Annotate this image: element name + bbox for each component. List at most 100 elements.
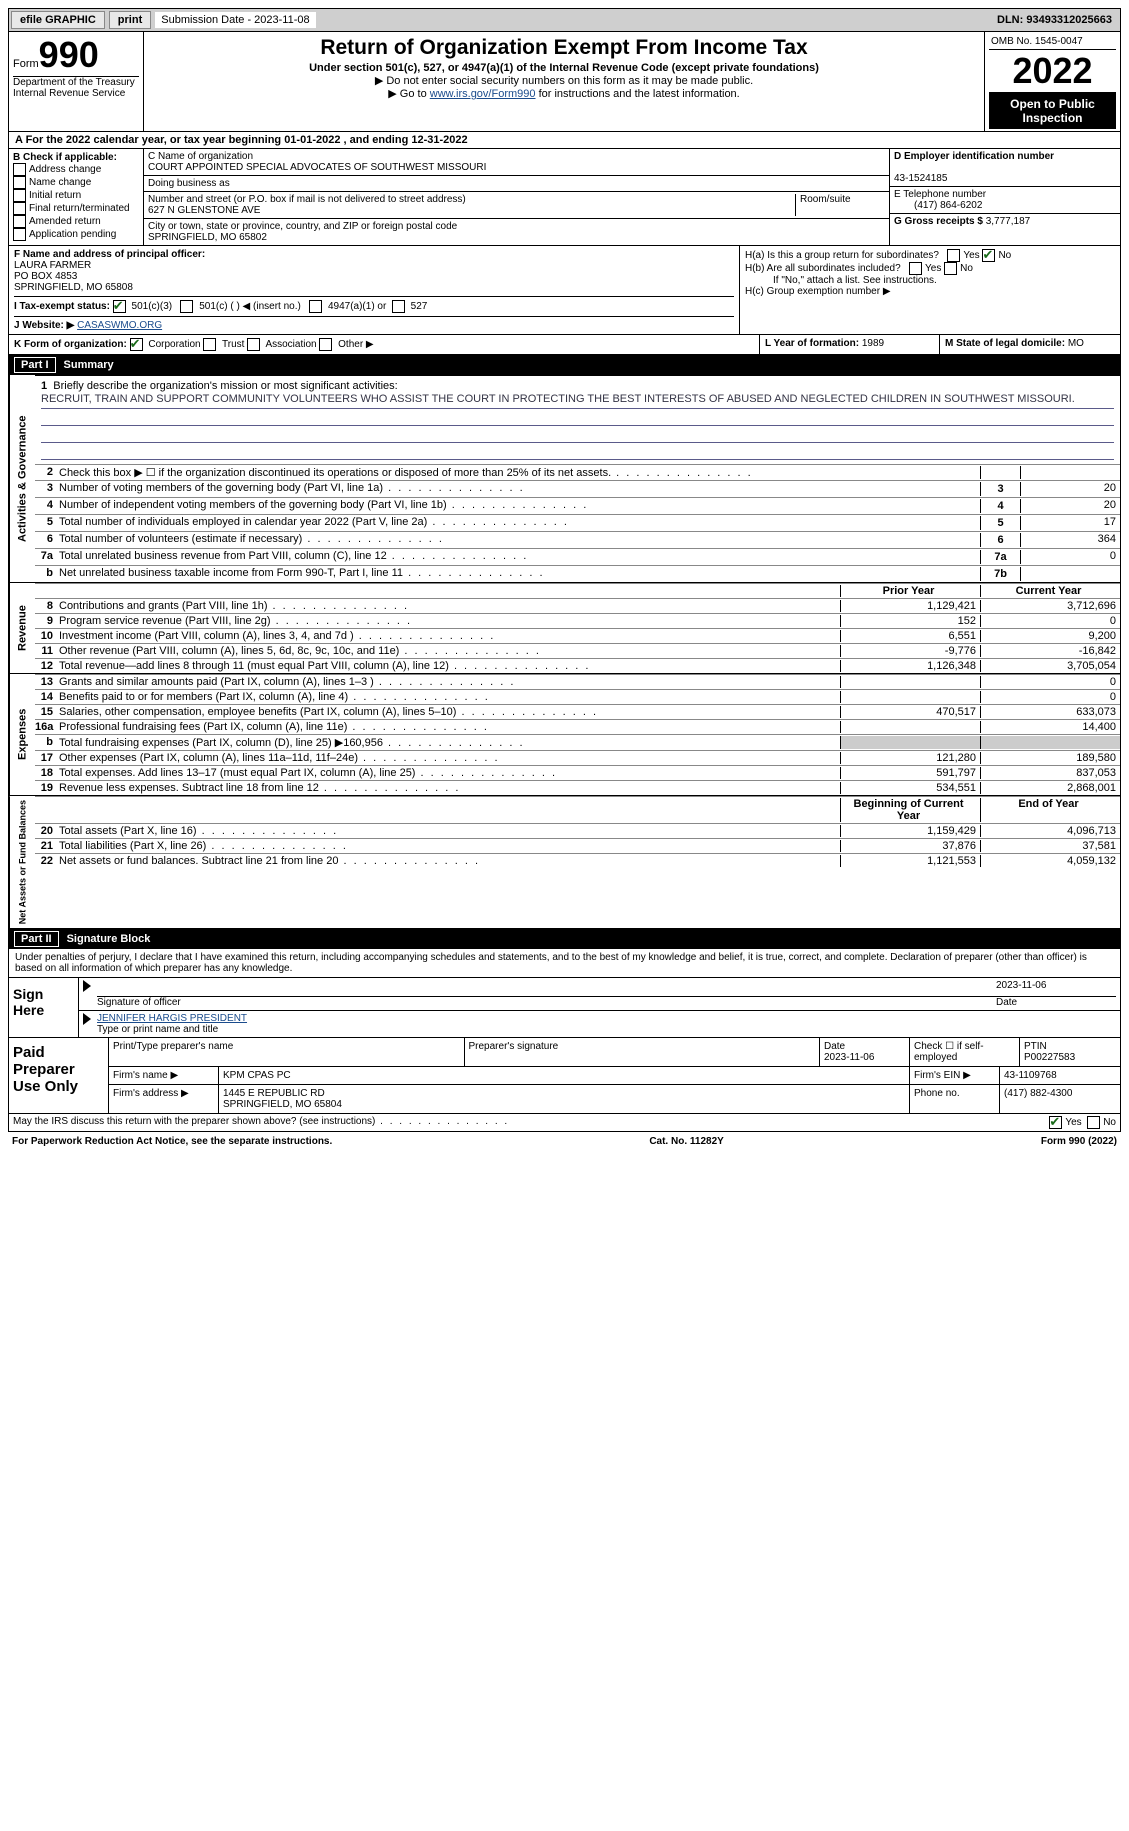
checkbox-hb-yes[interactable] (909, 262, 922, 275)
current-year-header: Current Year (980, 585, 1120, 597)
part2-title: Signature Block (67, 933, 151, 945)
note2-post: for instructions and the latest informat… (536, 88, 740, 100)
governance-row: 4Number of independent voting members of… (35, 497, 1120, 514)
room-label: Room/suite (800, 194, 851, 205)
summary-revenue: Revenue Prior Year Current Year 8Contrib… (8, 583, 1121, 674)
website-link[interactable]: CASASWMO.ORG (77, 320, 162, 331)
checkbox-527[interactable] (392, 300, 405, 313)
governance-row: 7aTotal unrelated business revenue from … (35, 548, 1120, 565)
dln-label: DLN: 93493312025663 (997, 14, 1118, 26)
ein-label: D Employer identification number (894, 151, 1054, 162)
opt-corporation: Corporation (148, 339, 200, 350)
opt-application-pending: Application pending (29, 229, 116, 240)
firm-phone-label: Phone no. (910, 1085, 1000, 1113)
governance-row: 5Total number of individuals employed in… (35, 514, 1120, 531)
summary-expenses: Expenses 13Grants and similar amounts pa… (8, 674, 1121, 796)
firm-addr-label: Firm's address ▶ (109, 1085, 219, 1113)
mission-blank3 (41, 443, 1114, 460)
gross-value: 3,777,187 (986, 216, 1031, 227)
header-right: OMB No. 1545-0047 2022 Open to Public In… (985, 32, 1120, 131)
opt-association: Association (265, 339, 316, 350)
checkbox-501c[interactable] (180, 300, 193, 313)
department-label: Department of the Treasury Internal Reve… (13, 76, 139, 99)
firm-addr-value: 1445 E REPUBLIC RD SPRINGFIELD, MO 65804 (219, 1085, 910, 1113)
footer-right: Form 990 (2022) (1041, 1136, 1117, 1147)
checkbox-final-return[interactable] (13, 202, 26, 215)
year-formation-value: 1989 (862, 338, 884, 349)
hb-note: If "No," attach a list. See instructions… (745, 275, 937, 286)
checkbox-name-change[interactable] (13, 176, 26, 189)
summary-governance: Activities & Governance 1 Briefly descri… (8, 375, 1121, 583)
irs-link[interactable]: www.irs.gov/Form990 (430, 88, 536, 100)
firm-name-label: Firm's name ▶ (109, 1067, 219, 1084)
box-d-e-g: D Employer identification number 43-1524… (890, 149, 1120, 245)
part1-label: Part I (14, 357, 56, 373)
firm-ein-value: 43-1109768 (1000, 1067, 1120, 1084)
print-button[interactable]: print (109, 11, 151, 29)
sign-here-block: Sign Here Signature of officer 2023-11-0… (8, 978, 1121, 1038)
checkbox-hb-no[interactable] (944, 262, 957, 275)
form-subtitle: Under section 501(c), 527, or 4947(a)(1)… (148, 62, 980, 74)
part1-header: Part I Summary (8, 355, 1121, 375)
checkbox-501c3[interactable] (113, 300, 126, 313)
beginning-year-header: Beginning of Current Year (840, 798, 980, 822)
governance-row: 3Number of voting members of the governi… (35, 480, 1120, 497)
summary-netassets: Net Assets or Fund Balances Beginning of… (8, 796, 1121, 929)
checkbox-corporation[interactable] (130, 338, 143, 351)
checkbox-discuss-no[interactable] (1087, 1116, 1100, 1129)
org-name-label: C Name of organization (148, 151, 253, 162)
signature-declaration: Under penalties of perjury, I declare th… (8, 949, 1121, 978)
checkbox-discuss-yes[interactable] (1049, 1116, 1062, 1129)
form-number: 990 (39, 34, 99, 75)
checkbox-amended-return[interactable] (13, 215, 26, 228)
checkbox-association[interactable] (247, 338, 260, 351)
section-a-calendar-year: A For the 2022 calendar year, or tax yea… (8, 132, 1121, 149)
firm-name-value: KPM CPAS PC (219, 1067, 910, 1084)
street-label: Number and street (or P.O. box if mail i… (148, 194, 466, 205)
paid-preparer-label: Paid Preparer Use Only (9, 1038, 109, 1113)
checkbox-other[interactable] (319, 338, 332, 351)
footer-mid: Cat. No. 11282Y (649, 1136, 723, 1147)
checkbox-ha-no[interactable] (982, 249, 995, 262)
financial-row: 22Net assets or fund balances. Subtract … (35, 853, 1120, 868)
part2-label: Part II (14, 931, 59, 947)
opt-4947: 4947(a)(1) or (328, 301, 386, 312)
row-k-l-m: K Form of organization: Corporation Trus… (8, 335, 1121, 355)
checkbox-address-change[interactable] (13, 163, 26, 176)
mission-text: RECRUIT, TRAIN AND SUPPORT COMMUNITY VOL… (41, 392, 1114, 409)
opt-other: Other ▶ (338, 339, 373, 350)
financial-row: 8Contributions and grants (Part VIII, li… (35, 598, 1120, 613)
top-controls-bar: efile GRAPHIC print Submission Date - 20… (8, 8, 1121, 32)
org-name: COURT APPOINTED SPECIAL ADVOCATES OF SOU… (148, 162, 486, 173)
firm-phone-value: (417) 882-4300 (1000, 1085, 1120, 1113)
officer-print-name[interactable]: JENNIFER HARGIS PRESIDENT (97, 1013, 247, 1024)
note2-pre: ▶ Go to (388, 88, 429, 100)
paid-preparer-block: Paid Preparer Use Only Print/Type prepar… (8, 1038, 1121, 1114)
page-footer: For Paperwork Reduction Act Notice, see … (8, 1132, 1121, 1147)
checkbox-trust[interactable] (203, 338, 216, 351)
tax-year: 2022 (989, 50, 1116, 93)
box-h: H(a) Is this a group return for subordin… (740, 246, 1120, 334)
checkbox-4947[interactable] (309, 300, 322, 313)
form-header: Form990 Department of the Treasury Inter… (8, 32, 1121, 132)
ha-no: No (998, 250, 1011, 261)
opt-amended-return: Amended return (29, 216, 101, 227)
officer-label: F Name and address of principal officer: (14, 249, 205, 260)
triangle-icon (83, 1013, 91, 1025)
financial-row: 9Program service revenue (Part VIII, lin… (35, 613, 1120, 628)
part2-header: Part II Signature Block (8, 929, 1121, 949)
governance-row: bNet unrelated business taxable income f… (35, 565, 1120, 582)
opt-address-change: Address change (29, 164, 101, 175)
discuss-text: May the IRS discuss this return with the… (13, 1116, 509, 1127)
year-formation-label: L Year of formation: (765, 338, 859, 349)
checkbox-initial-return[interactable] (13, 189, 26, 202)
opt-trust: Trust (222, 339, 244, 350)
footer-left: For Paperwork Reduction Act Notice, see … (12, 1136, 332, 1147)
checkbox-application-pending[interactable] (13, 228, 26, 241)
signature-officer-label: Signature of officer (97, 997, 181, 1008)
box-b-label: B Check if applicable: (13, 152, 117, 163)
efile-graphic-button[interactable]: efile GRAPHIC (11, 11, 105, 29)
discuss-yes: Yes (1065, 1117, 1081, 1128)
opt-527: 527 (411, 301, 428, 312)
checkbox-ha-yes[interactable] (947, 249, 960, 262)
